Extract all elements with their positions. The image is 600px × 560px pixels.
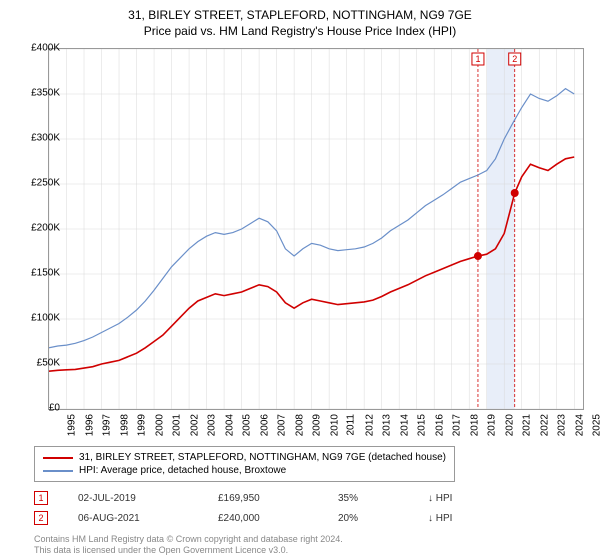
sale-row: 2 06-AUG-2021 £240,000 20% ↓ HPI bbox=[34, 508, 458, 528]
x-axis-label: 2007 bbox=[276, 414, 287, 436]
sale-price: £240,000 bbox=[218, 513, 308, 524]
legend-label: 31, BIRLEY STREET, STAPLEFORD, NOTTINGHA… bbox=[79, 452, 446, 463]
sale-pct: 20% bbox=[338, 513, 398, 524]
x-axis-label: 2012 bbox=[364, 414, 375, 436]
x-axis-label: 2025 bbox=[591, 414, 600, 436]
sale-price: £169,950 bbox=[218, 493, 308, 504]
x-axis-label: 2006 bbox=[259, 414, 270, 436]
legend-item: 31, BIRLEY STREET, STAPLEFORD, NOTTINGHA… bbox=[43, 451, 446, 464]
footer-line-1: Contains HM Land Registry data © Crown c… bbox=[34, 534, 343, 545]
x-axis-label: 2004 bbox=[224, 414, 235, 436]
x-axis-label: 2002 bbox=[189, 414, 200, 436]
x-axis-label: 2017 bbox=[451, 414, 462, 436]
legend-label: HPI: Average price, detached house, Brox… bbox=[79, 465, 286, 476]
sale-pct: 35% bbox=[338, 493, 398, 504]
sale-marker-icon: 2 bbox=[34, 511, 48, 525]
x-axis-label: 2022 bbox=[539, 414, 550, 436]
x-axis-label: 2019 bbox=[486, 414, 497, 436]
x-axis-label: 2000 bbox=[154, 414, 165, 436]
chart-subtitle: Price paid vs. HM Land Registry's House … bbox=[0, 24, 600, 42]
x-axis-label: 2001 bbox=[171, 414, 182, 436]
y-axis-label: £50K bbox=[12, 358, 60, 369]
x-axis-label: 2005 bbox=[241, 414, 252, 436]
x-axis-label: 1995 bbox=[66, 414, 77, 436]
y-axis-label: £200K bbox=[12, 223, 60, 234]
legend-swatch bbox=[43, 470, 73, 472]
x-axis-label: 2018 bbox=[469, 414, 480, 436]
x-axis-label: 2009 bbox=[311, 414, 322, 436]
x-axis-label: 2020 bbox=[504, 414, 515, 436]
legend-item: HPI: Average price, detached house, Brox… bbox=[43, 464, 446, 477]
x-axis-label: 1997 bbox=[101, 414, 112, 436]
sale-rel-hpi: ↓ HPI bbox=[428, 493, 458, 504]
x-axis-label: 1998 bbox=[119, 414, 130, 436]
y-axis-label: £0 bbox=[12, 403, 60, 414]
x-axis-label: 2010 bbox=[329, 414, 340, 436]
y-axis-label: £150K bbox=[12, 268, 60, 279]
chart-container: 31, BIRLEY STREET, STAPLEFORD, NOTTINGHA… bbox=[0, 0, 600, 560]
x-axis-label: 2024 bbox=[574, 414, 585, 436]
sale-row: 1 02-JUL-2019 £169,950 35% ↓ HPI bbox=[34, 488, 458, 508]
x-axis-label: 2008 bbox=[294, 414, 305, 436]
x-axis-label: 2011 bbox=[346, 414, 357, 436]
x-axis-label: 1996 bbox=[84, 414, 95, 436]
x-axis-label: 2003 bbox=[206, 414, 217, 436]
x-axis-label: 2014 bbox=[399, 414, 410, 436]
x-axis-label: 2015 bbox=[416, 414, 427, 436]
chart-plot-area: 12 bbox=[48, 48, 584, 410]
y-axis-label: £350K bbox=[12, 88, 60, 99]
chart-title: 31, BIRLEY STREET, STAPLEFORD, NOTTINGHA… bbox=[0, 0, 600, 24]
y-axis-label: £300K bbox=[12, 133, 60, 144]
x-axis-label: 2023 bbox=[556, 414, 567, 436]
legend-swatch bbox=[43, 457, 73, 459]
sale-date: 02-JUL-2019 bbox=[78, 493, 188, 504]
x-axis-label: 2016 bbox=[434, 414, 445, 436]
x-axis-label: 2021 bbox=[521, 414, 532, 436]
footer-text: Contains HM Land Registry data © Crown c… bbox=[34, 534, 343, 556]
sale-date: 06-AUG-2021 bbox=[78, 513, 188, 524]
y-axis-label: £400K bbox=[12, 43, 60, 54]
sale-marker-icon: 1 bbox=[34, 491, 48, 505]
footer-line-2: This data is licensed under the Open Gov… bbox=[34, 545, 343, 556]
x-axis-label: 2013 bbox=[381, 414, 392, 436]
svg-text:1: 1 bbox=[475, 54, 480, 64]
x-axis-label: 1999 bbox=[136, 414, 147, 436]
svg-text:2: 2 bbox=[512, 54, 517, 64]
legend: 31, BIRLEY STREET, STAPLEFORD, NOTTINGHA… bbox=[34, 446, 455, 482]
y-axis-label: £250K bbox=[12, 178, 60, 189]
sale-rel-hpi: ↓ HPI bbox=[428, 513, 458, 524]
y-axis-label: £100K bbox=[12, 313, 60, 324]
sales-table: 1 02-JUL-2019 £169,950 35% ↓ HPI 2 06-AUG-2021… bbox=[34, 488, 458, 528]
